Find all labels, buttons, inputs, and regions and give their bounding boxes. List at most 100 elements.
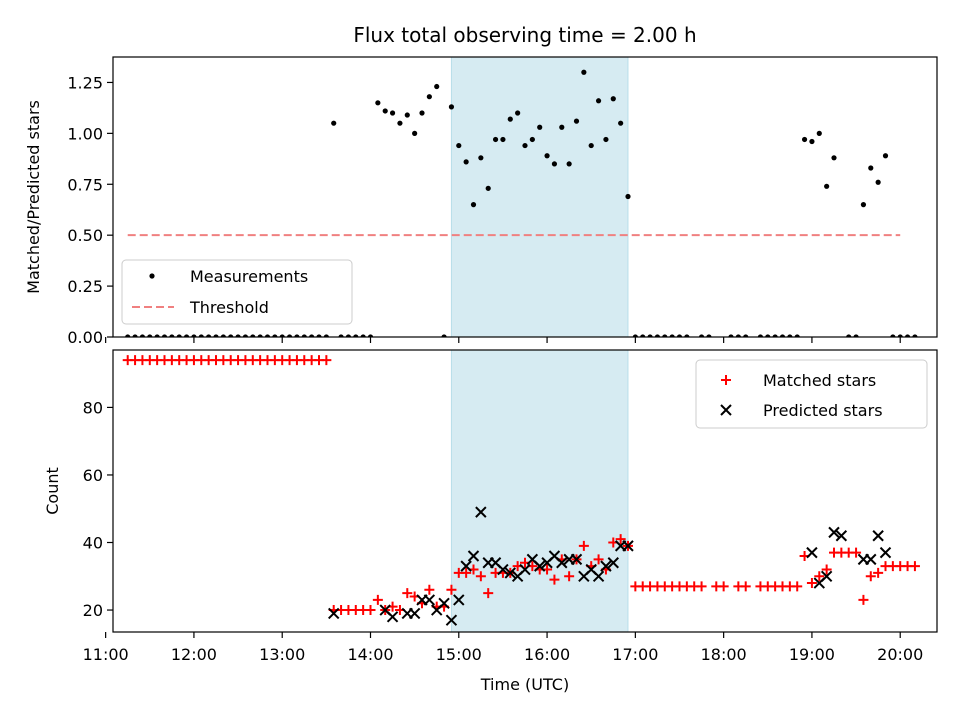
measurement-point: [434, 83, 440, 90]
measurement-point: [456, 142, 462, 149]
measurement-point: [419, 110, 425, 116]
measurement-point: [360, 334, 366, 337]
measurement-point: [250, 334, 256, 337]
predicted-star-point: [872, 530, 884, 542]
measurement-point: [500, 136, 506, 143]
matched-star-point: [718, 581, 729, 592]
measurement-point: [191, 334, 197, 337]
measurement-point: [816, 130, 822, 136]
measurement-point: [772, 334, 778, 337]
measurement-point: [426, 94, 432, 100]
predicted-star-point: [622, 540, 634, 552]
measurement-point: [198, 334, 204, 337]
x-axis-label: Time (UTC): [480, 675, 569, 694]
measurement-point: [257, 334, 263, 337]
measurement-point: [132, 334, 138, 337]
measurement-point: [301, 334, 307, 337]
measurement-point: [323, 334, 329, 337]
matched-star-point: [578, 540, 589, 551]
matched-star-point: [593, 554, 604, 565]
predicted-star-point: [467, 550, 480, 562]
matched-star-point: [858, 594, 869, 605]
matched-star-point: [321, 355, 332, 366]
measurement-point: [515, 110, 521, 116]
measurement-point: [662, 334, 668, 337]
x-tick-label: 18:00: [701, 645, 747, 664]
measurement-point: [794, 334, 800, 337]
measurement-point: [522, 142, 528, 149]
measurement-point: [309, 334, 315, 337]
measurement-point: [139, 334, 146, 337]
measurement-point: [765, 334, 771, 337]
measurement-point: [897, 334, 903, 337]
predicted-star-point: [865, 553, 877, 566]
predicted-star-point: [519, 563, 531, 576]
x-tick-label: 14:00: [347, 645, 393, 664]
measurement-point: [728, 334, 734, 337]
measurement-point: [588, 142, 594, 149]
measurement-point: [875, 179, 881, 185]
measurement-point: [912, 334, 918, 337]
measurement-point: [492, 136, 499, 143]
predicted-star-point: [504, 567, 516, 579]
measurement-point: [448, 104, 455, 110]
measurement-point: [676, 334, 683, 337]
measurement-point: [228, 334, 234, 337]
measurement-point: [206, 334, 212, 337]
measurement-point: [868, 165, 874, 171]
predicted-star-point: [386, 611, 399, 623]
measurement-point: [595, 98, 602, 104]
y-tick-label: 0.75: [67, 175, 103, 194]
matched-star-point: [365, 605, 376, 616]
predicted-star-point: [534, 560, 546, 572]
measurement-point: [559, 124, 565, 130]
x-tick-label: 19:00: [789, 645, 835, 664]
measurement-point: [161, 334, 168, 337]
measurement-point: [147, 334, 153, 337]
legend-label-predicted: Predicted stars: [763, 401, 883, 420]
measurement-point: [735, 334, 741, 337]
measurement-point: [890, 334, 896, 337]
measurement-point: [603, 136, 609, 143]
matched-star-point: [564, 571, 575, 582]
measurement-point: [706, 334, 712, 337]
measurement-point: [213, 334, 219, 337]
predicted-star-point: [438, 597, 450, 610]
measurement-point: [375, 100, 381, 106]
marks-layer: [122, 355, 920, 626]
measurement-point: [412, 130, 418, 136]
measurement-point: [640, 334, 646, 337]
matched-star-point: [424, 584, 435, 595]
y-tick-label: 60: [83, 466, 103, 485]
legend-marker-matched: [721, 375, 731, 385]
measurement-point: [669, 334, 675, 337]
shaded-region: [450, 56, 629, 338]
predicted-star-point: [475, 506, 487, 518]
measurement-point: [846, 334, 852, 337]
measurement-point: [544, 153, 550, 159]
measurement-point: [404, 112, 410, 118]
measurement-point: [331, 120, 337, 126]
measurement-point: [647, 334, 653, 337]
predicted-star-point: [453, 594, 465, 606]
measurement-point: [551, 161, 558, 167]
predicted-star-point: [879, 546, 892, 559]
x-tick-label: 16:00: [524, 645, 570, 664]
measurement-point: [684, 334, 690, 337]
matched-star-point: [792, 581, 803, 592]
measurement-point: [787, 334, 793, 337]
predicted-star-point: [828, 526, 840, 539]
measurement-point: [566, 161, 572, 167]
measurement-point: [264, 334, 271, 337]
matched-star-point: [615, 534, 626, 545]
measurement-point: [183, 334, 190, 337]
measurement-point: [242, 334, 249, 337]
predicted-star-point: [423, 594, 436, 606]
legend-box: [121, 259, 353, 325]
predicted-star-point: [820, 570, 833, 582]
predicted-star-point: [497, 563, 509, 576]
y-tick-label: 0.50: [67, 226, 103, 245]
y-tick-label: 0.25: [67, 277, 103, 296]
matched-star-point: [402, 588, 413, 599]
x-tick-label: 13:00: [259, 645, 305, 664]
